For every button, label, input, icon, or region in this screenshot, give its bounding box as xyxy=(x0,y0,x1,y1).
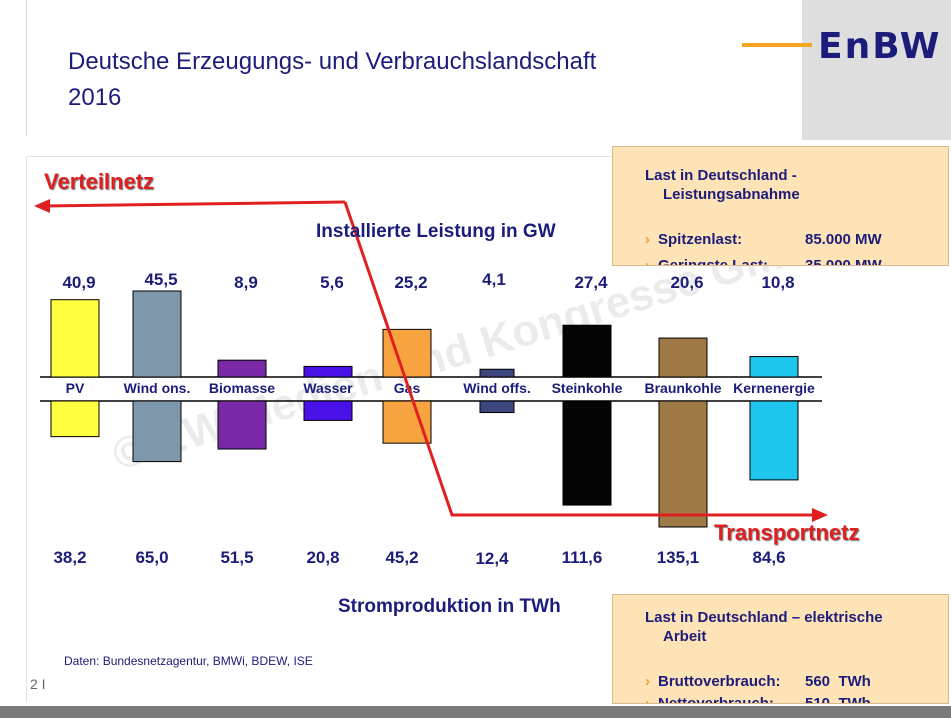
energy-box-heading-2: Arbeit xyxy=(663,628,707,645)
transportnetz-label: Transportnetz xyxy=(714,520,860,545)
category-label-biomasse: Biomasse xyxy=(209,380,275,396)
logo-accent-line xyxy=(742,43,812,47)
category-label-wasser: Wasser xyxy=(303,380,353,396)
page-number: 2 I xyxy=(30,676,46,692)
value-twh-braunkohle: 135,1 xyxy=(657,548,700,567)
data-source: Daten: Bundesnetzagentur, BMWi, BDEW, IS… xyxy=(64,654,313,668)
bar-gw-biomasse xyxy=(217,359,267,378)
value-twh-steinkohle: 111,6 xyxy=(562,548,603,567)
bar-twh-wind-offs xyxy=(479,400,515,414)
bar-twh-pv xyxy=(50,400,100,438)
value-gw-braunkohle: 20,6 xyxy=(670,273,703,292)
power-box-item-peak: › Spitzenlast: xyxy=(645,231,742,248)
bar-gw-braunkohle xyxy=(658,337,708,378)
verteilnetz-arrowhead xyxy=(34,199,50,213)
bar-gw-wind-ons xyxy=(132,290,182,378)
energy-box-heading-1: Last in Deutschland – elektrische xyxy=(645,609,883,626)
value-twh-wasser: 20,8 xyxy=(306,548,339,567)
bullet-icon: › xyxy=(645,695,650,704)
bar-twh-biomasse xyxy=(217,400,267,450)
value-gw-biomasse: 8,9 xyxy=(234,273,258,292)
network-line xyxy=(343,201,818,517)
net-value: 510 TWh xyxy=(805,695,871,704)
chart-title-top: Installierte Leistung in GW xyxy=(316,221,556,242)
page-title-line1: Deutsche Erzeugungs- und Verbrauchslands… xyxy=(68,48,597,75)
verteilnetz-arrow-line xyxy=(43,200,346,208)
power-box-heading-2: Leistungsabnahme xyxy=(663,186,800,203)
category-label-kernenergie: Kernenergie xyxy=(733,380,815,396)
gross-value: 560 TWh xyxy=(805,673,871,690)
bar-twh-kernenergie xyxy=(749,400,799,481)
value-twh-pv: 38,2 xyxy=(53,548,86,567)
bar-twh-braunkohle xyxy=(658,400,708,528)
category-label-pv: PV xyxy=(66,380,85,396)
bar-twh-wasser xyxy=(303,400,353,421)
power-box-heading-1: Last in Deutschland - xyxy=(645,167,797,184)
value-gw-wind-offs: 4,1 xyxy=(482,270,506,289)
value-gw-gas: 25,2 xyxy=(394,273,427,292)
energy-box-item-net: › Nettoverbrauch: xyxy=(645,695,774,704)
title-divider xyxy=(26,0,27,136)
enbw-logo: EnBW xyxy=(818,26,942,67)
peak-label: Spitzenlast: xyxy=(658,231,743,248)
logo-background xyxy=(802,0,951,140)
energy-box-item-gross: › Bruttoverbrauch: xyxy=(645,673,781,690)
category-label-steinkohle: Steinkohle xyxy=(552,380,623,396)
value-gw-steinkohle: 27,4 xyxy=(574,273,608,292)
value-gw-wind-ons: 45,5 xyxy=(144,270,177,289)
bar-gw-steinkohle xyxy=(562,324,612,378)
value-twh-wind-ons: 65,0 xyxy=(135,548,168,567)
peak-value: 85.000 MW xyxy=(805,231,882,248)
value-twh-kernenergie: 84,6 xyxy=(752,548,785,567)
power-load-box: Last in Deutschland - Leistungsabnahme ›… xyxy=(612,146,949,266)
bar-twh-wind-ons xyxy=(132,400,182,463)
bar-twh-steinkohle xyxy=(562,400,612,506)
chart-title-bottom: Stromproduktion in TWh xyxy=(338,596,561,617)
energy-load-box: Last in Deutschland – elektrische Arbeit… xyxy=(612,594,949,704)
bottom-bar xyxy=(0,706,951,718)
category-label-wind-ons: Wind ons. xyxy=(124,380,191,396)
category-label-braunkohle: Braunkohle xyxy=(644,380,721,396)
bar-gw-kernenergie xyxy=(749,356,799,378)
value-twh-biomasse: 51,5 xyxy=(220,548,253,567)
bullet-icon: › xyxy=(645,673,650,690)
value-twh-wind-offs: 12,4 xyxy=(475,549,509,568)
chart-panel xyxy=(26,156,617,702)
page-title-line2: 2016 xyxy=(68,84,122,111)
value-twh-gas: 45,2 xyxy=(385,548,418,567)
min-label: Geringste Last: xyxy=(658,257,768,265)
bar-twh-gas xyxy=(382,400,432,444)
bullet-icon: › xyxy=(645,257,650,265)
category-label-wind-offs: Wind offs. xyxy=(463,380,531,396)
value-gw-pv: 40,9 xyxy=(62,273,95,292)
transportnetz-arrowhead xyxy=(812,508,828,522)
gross-label: Bruttoverbrauch: xyxy=(658,673,781,690)
value-gw-wasser: 5,6 xyxy=(320,273,344,292)
value-gw-kernenergie: 10,8 xyxy=(761,273,794,292)
min-value: 35.000 MW xyxy=(805,257,882,265)
bullet-icon: › xyxy=(645,231,650,248)
verteilnetz-label: Verteilnetz xyxy=(44,169,155,194)
power-box-item-min: › Geringste Last: xyxy=(645,257,768,265)
bar-gw-pv xyxy=(50,299,100,378)
net-label: Nettoverbrauch: xyxy=(658,695,774,704)
bar-gw-wind-offs xyxy=(479,368,515,378)
bar-gw-wasser xyxy=(303,365,353,378)
